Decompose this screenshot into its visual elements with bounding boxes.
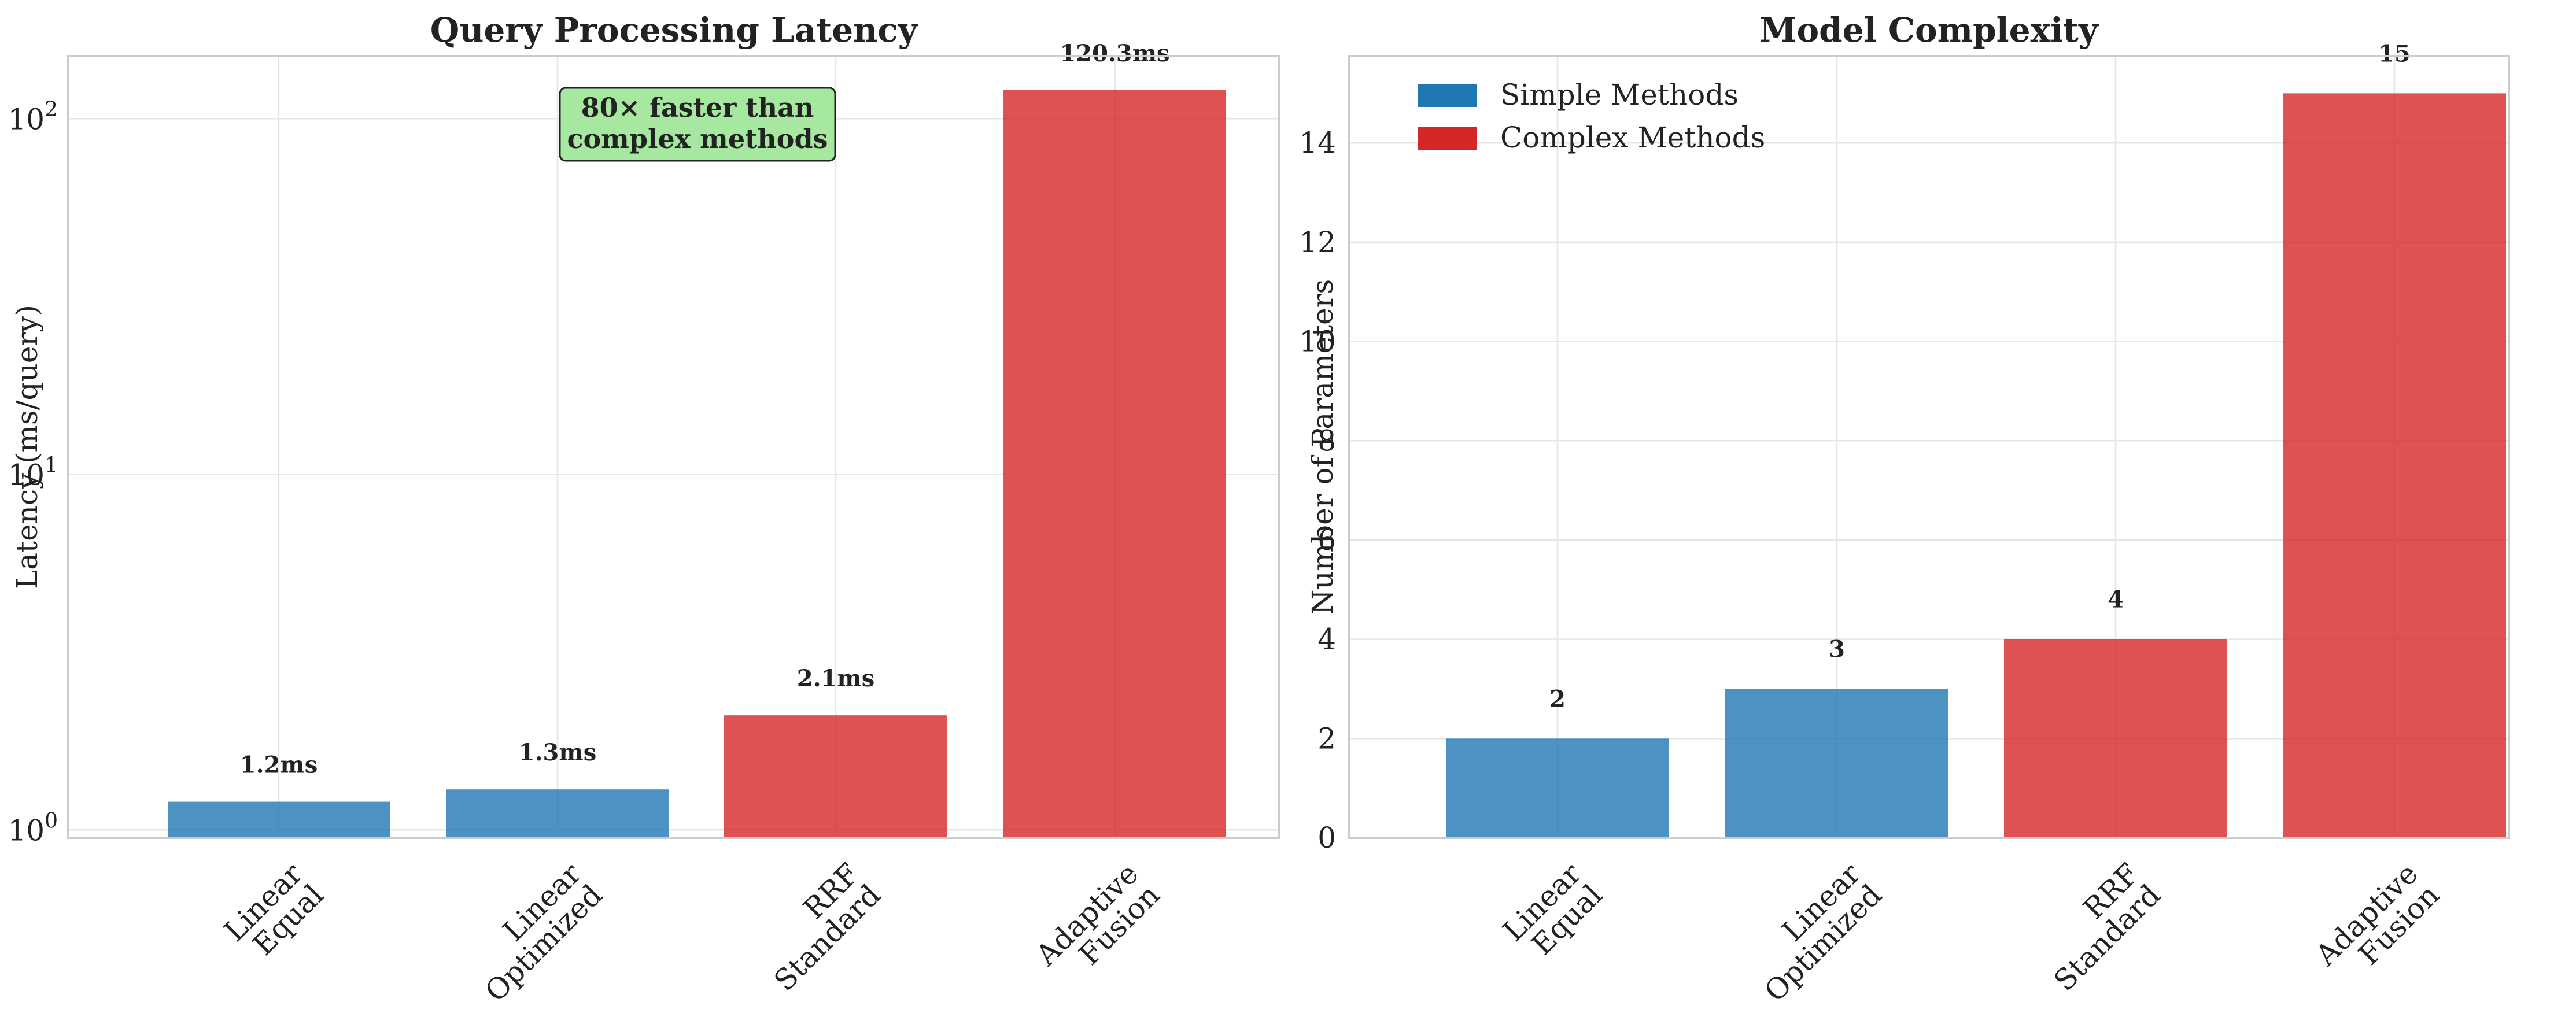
y-tick-label: 6 [1317,523,1336,557]
bar-4 [1003,90,1226,838]
legend-swatch-simple [1418,84,1477,107]
data-label: 2.1ms [797,665,874,692]
y-tick-label: 0 [1317,821,1336,855]
plot-frame [67,55,1280,839]
annotation-text-line1: 80× faster than [581,92,814,123]
data-label: 4 [2108,586,2124,613]
bar-3 [2004,639,2227,838]
legend: Simple Methods Complex Methods [1418,78,1765,154]
data-label: 1.3ms [519,739,596,766]
chart-title: Query Processing Latency [430,10,919,50]
y-tick-label: 12 [1299,225,1336,259]
data-label: 120.3ms [1060,40,1169,67]
bar-4 [2283,93,2506,838]
y-tick-label: 102 [8,98,58,136]
data-label: 1.2ms [240,752,318,779]
y-axis-label: Latency (ms/query) [10,305,44,589]
bar-1 [1446,738,1669,838]
y-tick-label: 101 [8,453,58,491]
annotation-background [559,87,836,162]
bar-2 [1725,689,1948,838]
chart-title: Model Complexity [1759,10,2099,50]
legend-swatch-complex [1418,127,1477,150]
y-axis-label: Number of Parameters [1306,279,1339,615]
data-label: 15 [2378,40,2411,67]
bar-2 [446,789,669,838]
y-tick-label: 10 [1299,325,1336,358]
plot-frame [1348,55,2510,839]
y-tick-label: 100 [8,809,58,847]
bar-1 [168,801,390,838]
annotation-text-line2: complex methods [567,123,828,154]
data-label: 3 [1829,635,1845,663]
y-tick-label: 4 [1317,623,1336,656]
legend-label-complex: Complex Methods [1500,121,1765,154]
y-tick-label: 14 [1299,126,1336,160]
y-tick-label: 2 [1317,722,1336,755]
data-label: 2 [1549,685,1566,712]
legend-label-simple: Simple Methods [1500,78,1739,112]
bar-3 [724,715,947,838]
y-tick-label: 8 [1317,424,1336,457]
